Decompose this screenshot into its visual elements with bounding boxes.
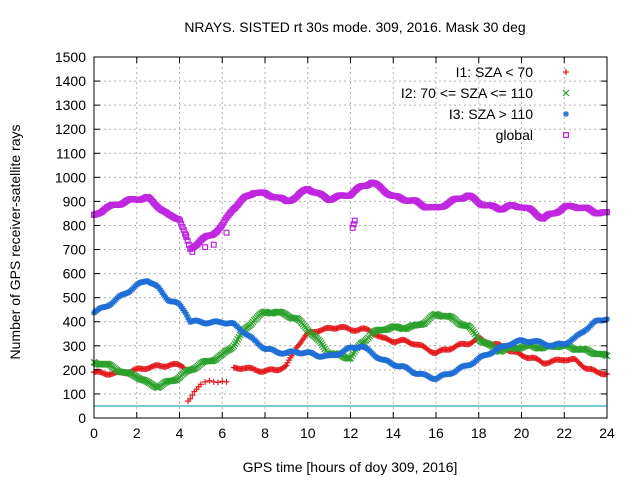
data-point [178,220,185,227]
data-point [214,379,221,386]
y-tick-label: 1400 [55,73,86,89]
y-tick-label: 1200 [55,121,86,137]
data-point [416,321,424,329]
y-axis-label: Number of GPS receiver-satellite rays [7,125,23,360]
data-point [184,237,191,244]
data-point [187,395,194,402]
x-axis-label: GPS time [hours of doy 309, 2016] [243,459,458,475]
x-tick-label: 16 [428,425,444,441]
y-tick-label: 800 [63,217,87,233]
x-tick-label: 4 [176,425,184,441]
data-point [189,248,196,255]
y-tick-label: 1000 [55,169,86,185]
legend-label: I2: 70 <= SZA <= 110 [401,85,533,101]
data-point [223,229,230,236]
data-point [189,392,196,399]
x-tick-label: 8 [261,425,269,441]
data-point [179,223,186,230]
data-point [349,224,356,231]
data-point [210,241,217,248]
y-tick-label: 0 [78,410,86,426]
data-point [350,221,357,228]
data-point [153,384,161,391]
data-point [182,232,189,239]
x-tick-label: 2 [133,425,141,441]
x-tick-label: 20 [514,425,530,441]
y-tick-label: 1300 [55,97,86,113]
legend-label: global [496,127,533,143]
data-point [562,132,569,139]
data-point [223,378,230,385]
y-tick-label: 300 [63,338,87,354]
data-point [202,244,209,251]
legend-label: I3: SZA > 110 [449,106,533,122]
data-point [197,381,204,388]
data-point [462,322,470,330]
data-point [182,230,189,237]
data-marks [90,179,611,405]
y-tick-label: 200 [63,362,87,378]
data-point [563,69,569,75]
x-tick-label: 22 [556,425,572,441]
y-tick-label: 600 [63,266,87,282]
y-tick-label: 100 [63,386,87,402]
legend-label: I1: SZA < 70 [456,64,534,80]
series-3 [91,278,610,383]
chart-title: NRAYS. SISTED rt 30s mode. 309, 2016. Ma… [184,19,525,35]
data-point [431,310,439,318]
data-point [351,217,358,224]
y-tick-label: 900 [63,193,87,209]
y-tick-label: 400 [63,314,87,330]
data-point [186,366,194,374]
x-tick-label: 24 [599,425,615,441]
data-point [176,217,183,224]
legend: I1: SZA < 70 I2: 70 <= SZA <= 110 I3: SZA … [401,64,570,143]
x-tick-label: 6 [218,425,226,441]
data-point [562,89,570,97]
x-tick-label: 10 [300,425,316,441]
data-point [207,357,215,365]
data-point [282,363,289,370]
x-tick-label: 18 [471,425,487,441]
y-tick-label: 1500 [55,49,86,65]
y-tick-label: 500 [63,290,87,306]
data-point [206,377,213,384]
data-point [563,111,569,117]
data-point [202,378,209,385]
data-point [283,362,290,369]
x-tick-label: 14 [385,425,401,441]
x-tick-label: 12 [343,425,359,441]
series-4 [90,179,610,255]
y-tick-label: 700 [63,242,87,258]
x-tick-label: 0 [90,425,98,441]
y-tick-label: 1100 [56,145,86,161]
axis-ticks: 0100200300400500600700800900100011001200… [55,49,615,441]
